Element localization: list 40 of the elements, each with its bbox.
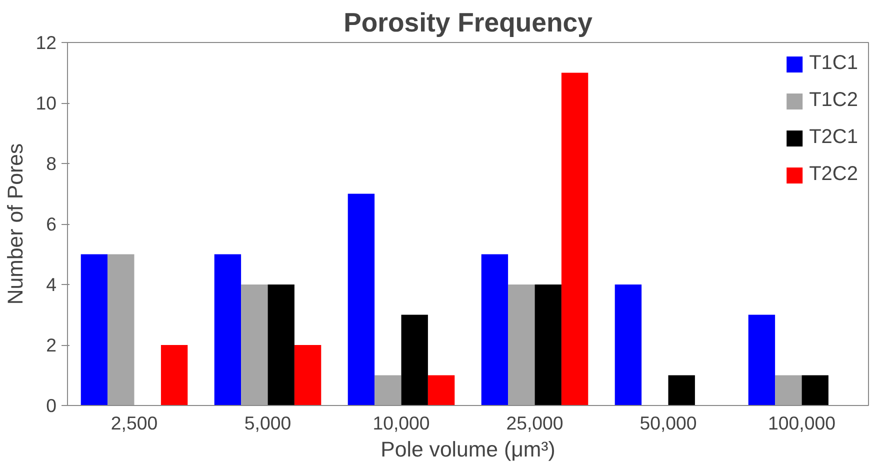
bar (160, 345, 188, 406)
bar (668, 375, 695, 406)
y-tick-label: 0 (46, 395, 57, 416)
bar (481, 254, 508, 406)
bar (268, 284, 294, 406)
bar (80, 254, 108, 406)
bar (428, 375, 455, 406)
bar (241, 284, 268, 406)
y-tick-label: 8 (46, 153, 57, 174)
x-tick-label: 50,000 (640, 412, 697, 434)
bar (374, 375, 402, 406)
x-tick-label: 2,500 (110, 412, 158, 434)
bar (775, 375, 802, 406)
bar (748, 314, 776, 406)
bar (561, 72, 588, 406)
y-tick-label: 10 (36, 92, 57, 114)
bar (802, 375, 828, 406)
bar (294, 345, 322, 406)
y-tick-label: 12 (36, 32, 57, 53)
legend-label: T2C1 (809, 126, 858, 149)
x-tick-label: 100,000 (768, 412, 836, 434)
x-axis-title: Pole volume (μm³) (380, 438, 556, 462)
bar (401, 314, 428, 406)
bar (108, 254, 134, 406)
bar (214, 254, 242, 406)
x-tick-label: 5,000 (244, 412, 292, 434)
y-tick-label: 4 (46, 274, 57, 295)
x-tick-label: 25,000 (506, 412, 564, 434)
legend-label: T2C2 (809, 163, 858, 186)
x-tick-label: 10,000 (372, 412, 430, 434)
y-tick-label: 6 (46, 214, 57, 234)
chart-title: Porosity Frequency (344, 8, 593, 38)
bar (508, 284, 535, 406)
legend-label: T1C1 (809, 52, 858, 75)
y-axis-title: Number of Pores (4, 143, 28, 305)
y-tick-label: 2 (46, 334, 57, 356)
bar (534, 284, 562, 406)
bar (614, 284, 642, 406)
bar (348, 194, 375, 406)
legend-label: T1C2 (809, 89, 858, 112)
